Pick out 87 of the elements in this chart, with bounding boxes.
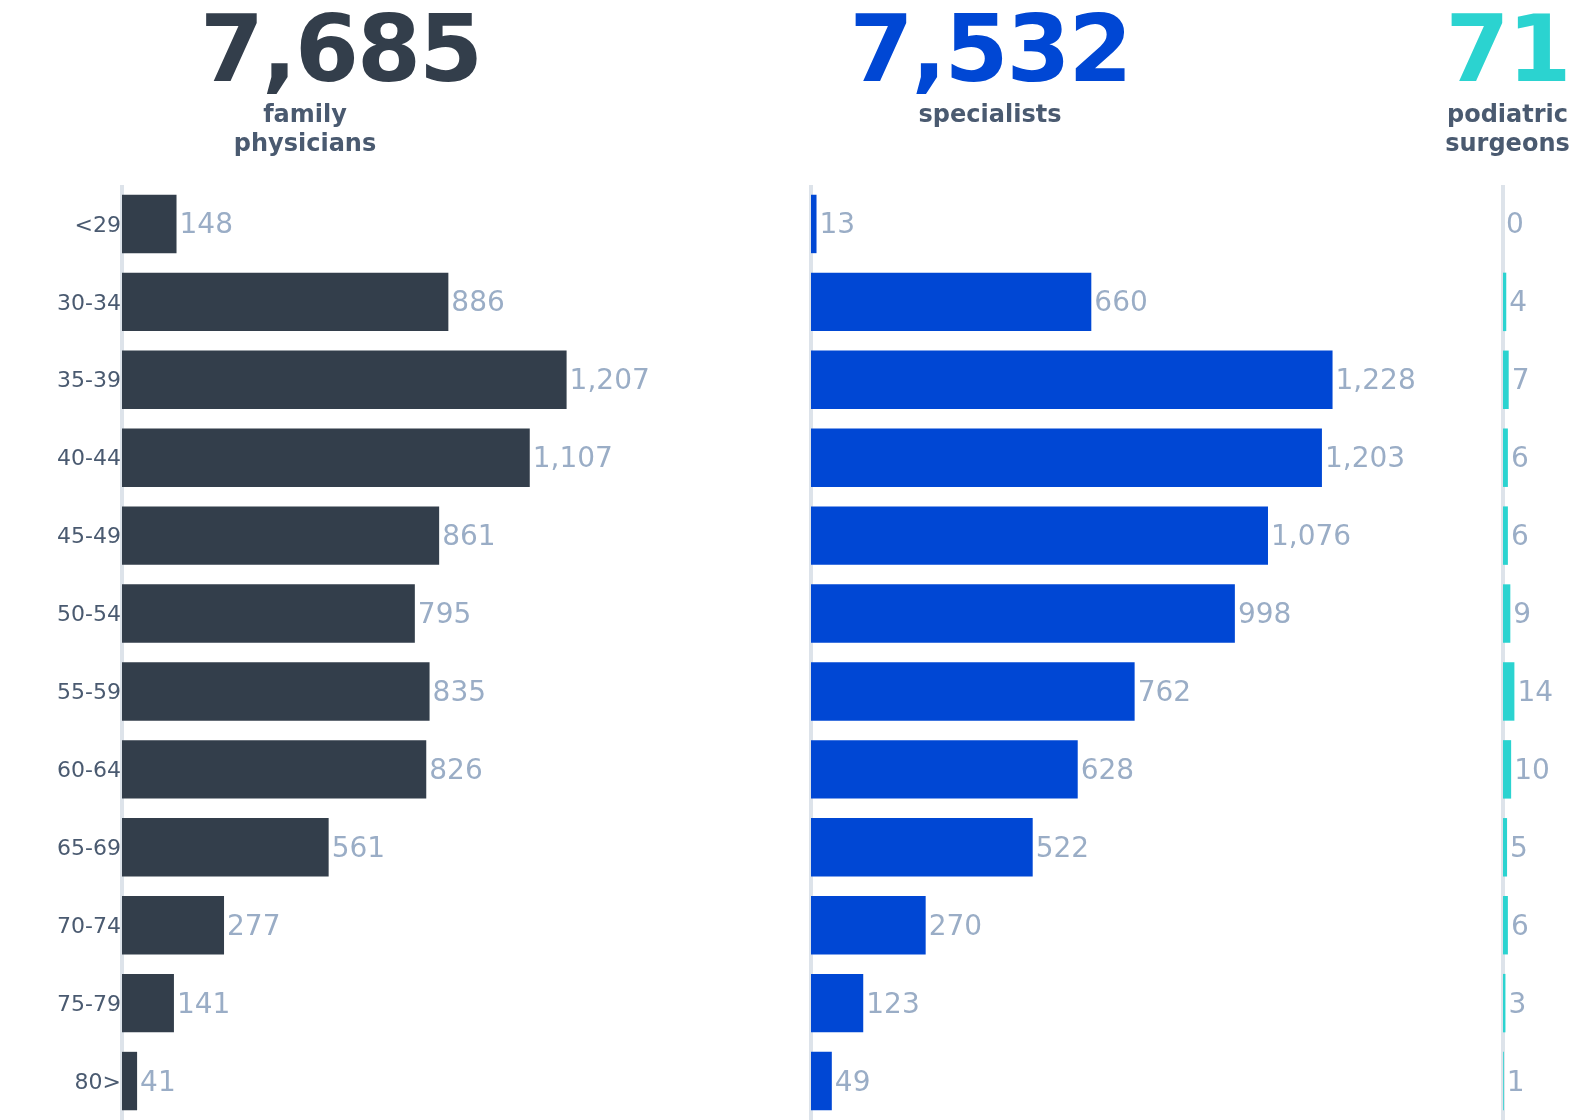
data-label: 123: [866, 986, 920, 1020]
bar: [811, 506, 1268, 565]
bar: [811, 818, 1033, 877]
bar: [122, 1051, 138, 1111]
data-label: 10: [1514, 752, 1550, 786]
data-label: 826: [429, 752, 483, 786]
y-tick-label: 50-54: [57, 601, 121, 627]
bar: [1503, 662, 1515, 721]
data-label: 7: [1511, 363, 1530, 397]
chart-title: 7,532: [848, 0, 1132, 103]
bar: [811, 584, 1235, 643]
bar: [811, 662, 1135, 721]
chart-title: 7,685: [200, 0, 482, 103]
y-tick-label: <29: [74, 211, 121, 237]
data-label: 861: [442, 519, 496, 553]
bar: [1503, 272, 1507, 332]
bar: [811, 350, 1333, 410]
bar: [811, 1051, 832, 1111]
chart-subtitle: family physicians: [232, 100, 378, 158]
y-tick-label: 40-44: [57, 445, 121, 471]
data-label: 522: [1035, 830, 1090, 864]
bar: [811, 895, 926, 955]
data-label: 41: [140, 1064, 176, 1098]
y-tick-label: 65-69: [57, 834, 121, 860]
bar: [1503, 506, 1508, 565]
bar: [122, 973, 174, 1033]
data-label: 762: [1137, 674, 1192, 708]
data-label: 13: [819, 207, 856, 241]
data-label: 835: [432, 674, 487, 708]
bar: [122, 428, 530, 487]
bar: [122, 350, 567, 410]
data-label: 141: [176, 986, 231, 1020]
bar: [122, 194, 177, 254]
bar: [1503, 428, 1508, 487]
data-label: 6: [1510, 441, 1529, 475]
y-tick-label: 55-59: [57, 679, 121, 705]
bar: [1503, 350, 1509, 410]
data-label: 0: [1506, 207, 1524, 241]
bar: [122, 506, 440, 565]
y-tick-label: 80>: [74, 1068, 121, 1094]
bar: [122, 740, 427, 799]
chart-subtitle: podiatric surgeons: [1444, 100, 1571, 158]
bar: [811, 272, 1092, 332]
y-tick-label: 75-79: [57, 990, 121, 1016]
y-tick-label: 45-49: [57, 523, 121, 549]
bar: [122, 895, 225, 955]
y-tick-label: 70-74: [57, 912, 121, 938]
data-label: 4: [1509, 285, 1528, 319]
bar: [122, 584, 415, 643]
data-label: 886: [451, 285, 505, 319]
data-label: 628: [1080, 752, 1135, 786]
data-label: 148: [179, 207, 233, 241]
data-label: 1,107: [532, 441, 613, 475]
data-label: 3: [1508, 986, 1527, 1020]
bar: [122, 272, 449, 332]
data-label: 998: [1237, 597, 1292, 631]
data-label: 49: [834, 1064, 871, 1098]
data-label: 9: [1513, 597, 1532, 631]
bar: [122, 662, 430, 721]
y-tick-label: 35-39: [57, 367, 121, 393]
data-label: 5: [1510, 830, 1528, 864]
data-label: 270: [928, 908, 983, 942]
data-label: 1,228: [1335, 363, 1416, 397]
chart-subtitle: specialists: [917, 100, 1063, 129]
bar: [811, 973, 864, 1033]
data-label: 277: [227, 908, 281, 942]
data-label: 561: [331, 830, 386, 864]
bar: [1503, 895, 1508, 955]
bar: [811, 740, 1078, 799]
data-label: 1,207: [569, 363, 650, 397]
data-label: 1,203: [1324, 441, 1406, 475]
data-label: 1,076: [1270, 519, 1352, 553]
y-tick-label: 60-64: [57, 757, 121, 783]
data-label: 14: [1517, 674, 1554, 708]
bar: [1503, 584, 1511, 643]
data-label: 795: [417, 597, 472, 631]
bar: [122, 818, 329, 877]
bar: [1503, 740, 1512, 799]
bar: [811, 428, 1322, 487]
data-label: 6: [1510, 908, 1529, 942]
chart-title: 71: [1444, 0, 1571, 103]
data-label: 1: [1506, 1064, 1525, 1098]
data-label: 6: [1510, 519, 1529, 553]
data-label: 660: [1094, 285, 1148, 319]
bar: [811, 194, 817, 254]
bar: [1503, 818, 1508, 877]
y-tick-label: 30-34: [57, 289, 121, 315]
